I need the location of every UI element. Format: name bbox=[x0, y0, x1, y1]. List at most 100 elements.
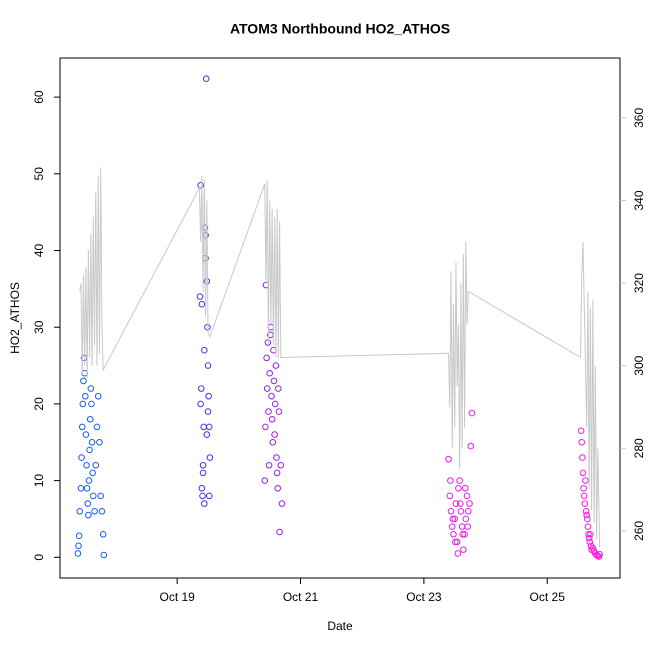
point bbox=[589, 544, 597, 552]
point bbox=[88, 438, 96, 446]
point bbox=[461, 484, 469, 492]
point bbox=[204, 408, 212, 415]
point bbox=[97, 492, 105, 500]
y-tick-label: 20 bbox=[32, 397, 46, 411]
point bbox=[83, 484, 91, 492]
point bbox=[273, 454, 280, 461]
x-axis-label: Date bbox=[327, 619, 353, 633]
x-tick-label: Oct 25 bbox=[530, 590, 566, 604]
point bbox=[454, 550, 462, 557]
y2-tick-label: 320 bbox=[632, 273, 646, 293]
point bbox=[91, 507, 98, 515]
point bbox=[450, 530, 457, 538]
point bbox=[276, 528, 283, 536]
point bbox=[453, 538, 461, 546]
y-tick-label: 60 bbox=[32, 90, 46, 104]
chart-title: ATOM3 Northbound HO2_ATHOS bbox=[230, 21, 450, 37]
line bbox=[79, 167, 601, 548]
point bbox=[581, 500, 589, 507]
point bbox=[99, 530, 107, 538]
point bbox=[578, 438, 586, 446]
point bbox=[271, 400, 279, 408]
point bbox=[81, 392, 89, 400]
point bbox=[197, 182, 204, 189]
point bbox=[583, 511, 590, 519]
y-tick-label: 10 bbox=[32, 474, 46, 488]
y-tick-label: 0 bbox=[32, 554, 46, 561]
point bbox=[261, 477, 269, 484]
point bbox=[464, 507, 472, 515]
point bbox=[203, 431, 211, 438]
point bbox=[585, 530, 592, 538]
point bbox=[577, 427, 585, 435]
point bbox=[451, 515, 459, 523]
point bbox=[467, 442, 475, 450]
point bbox=[580, 492, 588, 500]
point bbox=[463, 492, 471, 500]
point bbox=[446, 492, 454, 500]
point bbox=[265, 461, 273, 469]
x-tick-label: Oct 23 bbox=[406, 590, 442, 604]
point bbox=[448, 523, 456, 530]
point bbox=[447, 507, 455, 515]
point bbox=[273, 469, 281, 477]
point bbox=[197, 400, 204, 408]
point bbox=[203, 277, 211, 285]
point bbox=[82, 431, 90, 438]
point bbox=[77, 484, 85, 492]
point bbox=[456, 477, 463, 484]
point bbox=[80, 377, 87, 385]
point bbox=[455, 484, 462, 492]
point bbox=[464, 523, 471, 530]
point bbox=[272, 362, 280, 369]
point bbox=[83, 461, 90, 469]
point bbox=[274, 484, 282, 492]
point bbox=[87, 385, 95, 392]
y2-tick-label: 340 bbox=[632, 190, 646, 210]
point bbox=[263, 354, 270, 362]
point bbox=[269, 438, 277, 446]
point bbox=[78, 454, 85, 461]
point bbox=[205, 392, 212, 400]
point bbox=[86, 446, 93, 454]
point bbox=[93, 423, 101, 431]
point bbox=[89, 469, 96, 477]
y-tick-label: 50 bbox=[32, 167, 46, 181]
point bbox=[264, 339, 272, 346]
point bbox=[582, 507, 590, 515]
point bbox=[445, 455, 452, 463]
point bbox=[460, 546, 467, 553]
point bbox=[205, 423, 213, 431]
point bbox=[458, 523, 466, 530]
point bbox=[447, 477, 454, 484]
point bbox=[204, 323, 211, 331]
point bbox=[86, 415, 94, 423]
point bbox=[266, 369, 273, 377]
point bbox=[468, 409, 476, 417]
point bbox=[206, 454, 214, 461]
point bbox=[278, 500, 286, 507]
point bbox=[100, 551, 108, 559]
point bbox=[200, 423, 208, 431]
point bbox=[594, 552, 602, 560]
point bbox=[270, 377, 278, 385]
point bbox=[98, 507, 106, 515]
point bbox=[462, 515, 470, 523]
y2-tick-label: 300 bbox=[632, 355, 646, 375]
point bbox=[275, 385, 282, 392]
y2-tick-label: 260 bbox=[632, 521, 646, 541]
point bbox=[197, 385, 205, 392]
point bbox=[277, 461, 285, 469]
point bbox=[268, 415, 276, 423]
point bbox=[263, 385, 271, 392]
point bbox=[198, 300, 206, 308]
point bbox=[199, 492, 206, 500]
point bbox=[204, 362, 212, 369]
point bbox=[268, 392, 275, 400]
point bbox=[262, 423, 269, 431]
point bbox=[457, 507, 465, 515]
point bbox=[461, 530, 468, 538]
point bbox=[466, 500, 473, 507]
plot-frame bbox=[59, 57, 621, 579]
